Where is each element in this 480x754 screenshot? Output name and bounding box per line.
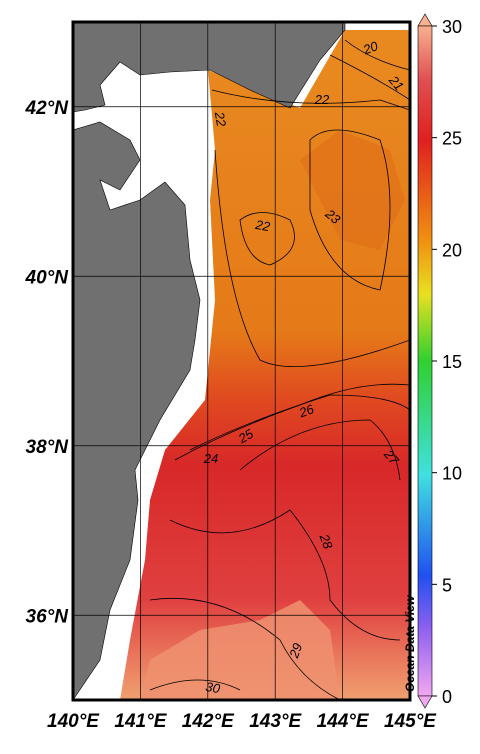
watermark: Ocean Data View <box>403 595 417 692</box>
contour-label: 26 <box>296 401 316 421</box>
contour-line <box>169 509 401 641</box>
colorbar-tick-label: 0 <box>442 687 452 707</box>
contour-line <box>211 89 410 111</box>
land-hokkaido <box>73 22 346 113</box>
x-tick-label: 140°E <box>47 711 100 732</box>
contour-line <box>329 54 410 101</box>
colorbar-tick-label: 25 <box>442 129 462 149</box>
x-tick-label: 145°E <box>384 711 437 732</box>
warm-core <box>140 600 340 700</box>
contour-label: 25 <box>235 426 257 447</box>
contour-line <box>149 679 241 691</box>
contour-label: 20 <box>360 38 380 58</box>
contour-line <box>309 129 391 291</box>
y-tick-label: 38°N <box>26 437 70 458</box>
colorbar-tick-label: 5 <box>442 575 452 595</box>
colorbar-tick-label: 20 <box>442 240 462 260</box>
contour-line <box>239 212 295 266</box>
colorbar-tick-label: 10 <box>442 464 462 484</box>
x-tick-label: 144°E <box>317 711 370 732</box>
x-tick-label: 142°E <box>182 711 235 732</box>
contour-label: 28 <box>316 531 336 551</box>
grid <box>73 22 410 700</box>
contour-label: 30 <box>204 679 222 696</box>
cool-patch <box>300 130 405 250</box>
contour-label: 22 <box>253 217 272 235</box>
contour-line <box>189 394 410 451</box>
colorbar <box>417 25 433 697</box>
colorbar-cap-top <box>417 13 433 27</box>
y-tick-label: 36°N <box>26 606 70 627</box>
x-tick-label: 141°E <box>114 711 167 732</box>
contours <box>149 39 410 700</box>
land-honshu <box>73 121 201 700</box>
y-tick-label: 40°N <box>25 267 70 288</box>
map-frame <box>71 20 412 702</box>
contour-line <box>239 419 401 481</box>
colorbar-tick-label: 15 <box>442 352 462 372</box>
contour-label: 29 <box>286 641 305 661</box>
contour-line <box>214 149 410 368</box>
colorbar-cap-bottom <box>417 695 433 709</box>
colorbar-tick-label: 30 <box>442 17 462 37</box>
contour-label: 24 <box>203 451 218 466</box>
y-tick-label: 42°N <box>25 98 70 119</box>
axes: 140°E 141°E 142°E 143°E 144°E 145°E 36°N 38°N 40… <box>25 17 462 732</box>
contour-label: 22 <box>314 92 330 107</box>
x-tick-label: 143°E <box>249 711 302 732</box>
contour-label: 22 <box>212 110 230 129</box>
contour-line <box>344 39 410 71</box>
